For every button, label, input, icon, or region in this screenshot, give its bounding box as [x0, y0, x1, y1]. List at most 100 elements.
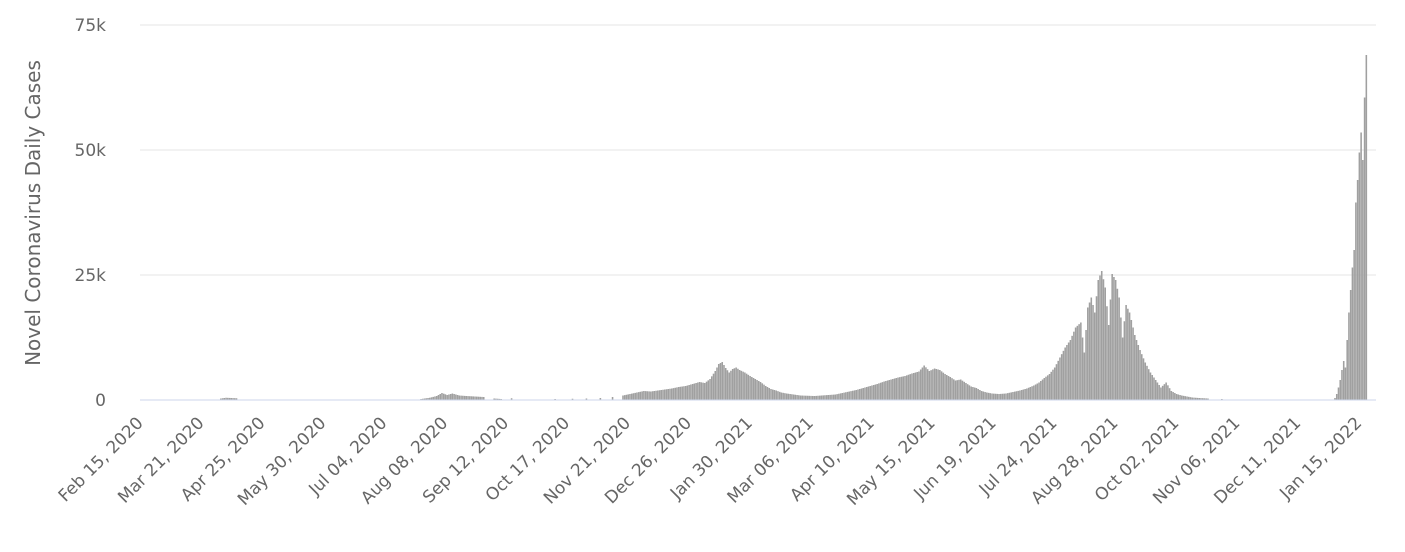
bar[interactable]: [1087, 307, 1089, 401]
bar[interactable]: [453, 394, 455, 400]
bar[interactable]: [865, 387, 868, 400]
bar[interactable]: [930, 370, 932, 400]
bar[interactable]: [1081, 337, 1084, 401]
bar[interactable]: [632, 393, 635, 400]
bar[interactable]: [711, 376, 713, 400]
bar[interactable]: [1015, 391, 1018, 400]
bar[interactable]: [1334, 398, 1336, 400]
bar[interactable]: [1172, 392, 1174, 400]
bar[interactable]: [1194, 397, 1197, 400]
bar[interactable]: [1102, 279, 1105, 400]
bar[interactable]: [585, 398, 588, 401]
bar[interactable]: [737, 368, 739, 400]
bar[interactable]: [1113, 277, 1115, 400]
bar[interactable]: [1184, 396, 1187, 400]
bar[interactable]: [223, 398, 226, 400]
bar[interactable]: [956, 380, 959, 400]
bar[interactable]: [838, 393, 840, 400]
bar[interactable]: [841, 393, 844, 400]
bar[interactable]: [1001, 393, 1004, 400]
bar[interactable]: [1121, 337, 1124, 401]
bar[interactable]: [824, 395, 826, 400]
bar[interactable]: [495, 398, 497, 401]
bar[interactable]: [637, 392, 640, 401]
bar[interactable]: [430, 397, 433, 400]
bar[interactable]: [1062, 350, 1065, 400]
bar[interactable]: [853, 390, 856, 401]
bar[interactable]: [670, 388, 673, 401]
bar[interactable]: [660, 390, 663, 400]
bar[interactable]: [653, 391, 656, 400]
bar[interactable]: [742, 371, 744, 400]
bar[interactable]: [709, 379, 711, 400]
bar[interactable]: [1163, 384, 1166, 400]
bar[interactable]: [939, 370, 941, 400]
bar[interactable]: [1181, 395, 1183, 401]
bar[interactable]: [895, 378, 898, 400]
bar[interactable]: [827, 395, 830, 400]
bar[interactable]: [1093, 312, 1096, 401]
bar[interactable]: [232, 398, 234, 400]
bar[interactable]: [1137, 345, 1140, 400]
bar[interactable]: [820, 395, 823, 401]
bar[interactable]: [825, 395, 828, 401]
bar[interactable]: [1120, 317, 1122, 401]
bar[interactable]: [1066, 345, 1068, 400]
bar[interactable]: [1341, 370, 1343, 400]
bar[interactable]: [975, 388, 978, 400]
bar[interactable]: [435, 396, 438, 400]
bar[interactable]: [455, 394, 457, 401]
bar[interactable]: [798, 395, 800, 400]
bar[interactable]: [456, 395, 459, 400]
bar[interactable]: [782, 392, 784, 400]
bar[interactable]: [888, 380, 891, 400]
bar[interactable]: [625, 394, 628, 400]
bar[interactable]: [937, 369, 939, 401]
bar[interactable]: [1059, 357, 1061, 401]
bar[interactable]: [1027, 387, 1030, 400]
bar[interactable]: [442, 393, 445, 400]
bar[interactable]: [862, 388, 865, 400]
bar[interactable]: [451, 393, 454, 401]
bar[interactable]: [1130, 320, 1133, 400]
bar[interactable]: [972, 387, 974, 400]
bar[interactable]: [1095, 296, 1098, 400]
bar[interactable]: [1074, 327, 1077, 401]
bar[interactable]: [946, 375, 948, 400]
bar[interactable]: [1128, 312, 1131, 401]
bar[interactable]: [871, 385, 873, 401]
bar[interactable]: [1080, 322, 1082, 401]
bar[interactable]: [989, 393, 992, 400]
bar[interactable]: [881, 382, 884, 401]
bar[interactable]: [831, 394, 833, 400]
bar[interactable]: [785, 393, 788, 401]
bar[interactable]: [220, 398, 222, 401]
bar[interactable]: [1174, 393, 1176, 400]
bar[interactable]: [1189, 397, 1192, 400]
bar[interactable]: [721, 362, 724, 400]
bar[interactable]: [1125, 305, 1127, 400]
bar[interactable]: [961, 380, 964, 400]
bar[interactable]: [813, 396, 816, 400]
bar[interactable]: [1019, 390, 1021, 401]
bar[interactable]: [791, 394, 793, 400]
bar[interactable]: [1069, 340, 1072, 400]
bar[interactable]: [951, 378, 953, 400]
bar[interactable]: [1165, 382, 1167, 401]
bar[interactable]: [1142, 358, 1145, 400]
bar[interactable]: [684, 386, 687, 400]
bar[interactable]: [446, 395, 448, 400]
bar[interactable]: [869, 386, 871, 400]
bar[interactable]: [1362, 160, 1364, 400]
bar[interactable]: [693, 383, 696, 401]
bar[interactable]: [850, 391, 852, 401]
bar[interactable]: [636, 392, 638, 401]
bar[interactable]: [1036, 383, 1039, 401]
bar[interactable]: [848, 391, 851, 401]
bar[interactable]: [899, 377, 901, 401]
bar[interactable]: [892, 379, 894, 400]
bar[interactable]: [796, 395, 798, 400]
bar[interactable]: [1168, 388, 1171, 400]
bar[interactable]: [991, 393, 993, 401]
bar[interactable]: [1003, 393, 1006, 401]
